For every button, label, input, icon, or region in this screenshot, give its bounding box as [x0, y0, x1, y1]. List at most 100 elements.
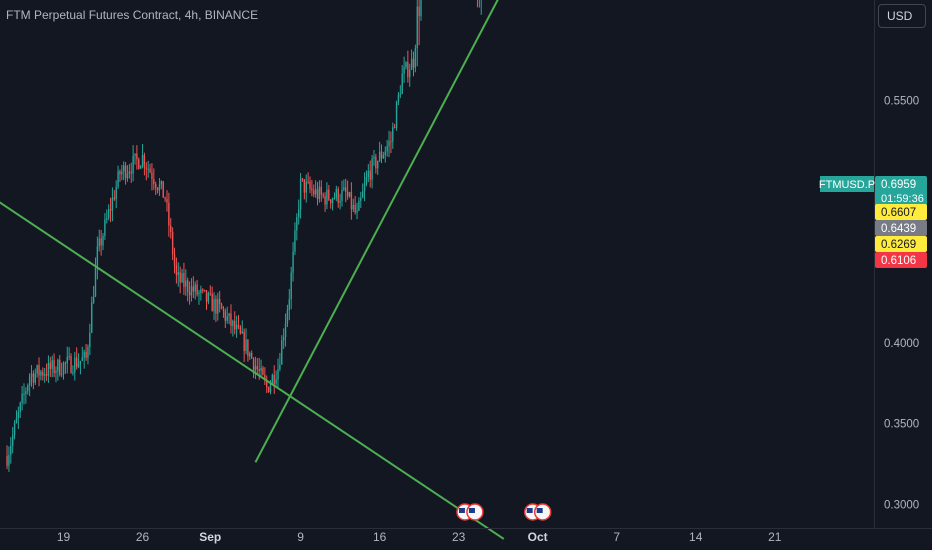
candle-body [19, 402, 21, 413]
candle-body [200, 289, 202, 293]
event-flag-icon[interactable] [523, 503, 552, 521]
candle-body [269, 383, 272, 392]
candle-body [282, 337, 285, 341]
candle-body [155, 184, 157, 188]
candle-body [228, 313, 230, 317]
candle-body [292, 251, 294, 273]
candle-body [98, 238, 100, 247]
candle-body [75, 357, 78, 367]
candle-body [62, 362, 65, 375]
candle-body [222, 308, 225, 312]
candle-body [281, 340, 283, 365]
candle-body [47, 362, 50, 376]
candle-body [416, 6, 418, 48]
candle-body [241, 331, 243, 334]
candle-body [194, 284, 196, 292]
candle-body [217, 299, 219, 314]
candle-body [326, 189, 328, 205]
candle-body [38, 365, 40, 376]
candle-body [286, 310, 289, 324]
candle-body [141, 155, 144, 167]
candle-body [202, 289, 204, 291]
x-tick-label: Sep [199, 530, 221, 544]
candle-body [279, 364, 281, 370]
candle-body [301, 178, 304, 180]
candle-body [113, 197, 116, 200]
candle-body [232, 320, 234, 326]
candle-body [380, 151, 383, 159]
candle-body [367, 170, 370, 178]
candle-body [303, 179, 306, 193]
candle-body [218, 299, 221, 304]
candle-body [185, 280, 187, 287]
y-tick-label: 0.3500 [884, 419, 919, 431]
candle-body [139, 166, 142, 169]
candle-body [247, 339, 249, 357]
candle-body [264, 374, 266, 380]
y-tick-label: 0.5500 [884, 96, 919, 108]
candle-body [409, 69, 411, 78]
candle-body [109, 209, 112, 211]
candle-body [87, 346, 89, 358]
candle-body [102, 235, 104, 246]
candle-body [397, 94, 400, 102]
candle-body [64, 362, 67, 364]
candle-body [392, 127, 394, 142]
candle-body [378, 151, 381, 162]
candle-body [412, 58, 415, 68]
candle-body [111, 197, 114, 211]
currency-button[interactable]: USD [878, 4, 926, 28]
candle-body [83, 351, 85, 358]
event-flag-icon[interactable] [456, 503, 484, 521]
candle-body [275, 379, 277, 384]
candle-body [94, 267, 97, 297]
x-tick-label: 14 [689, 530, 703, 544]
candle-body [177, 272, 179, 276]
candle-body [164, 197, 166, 200]
candle-body [243, 331, 245, 352]
candle-body [104, 219, 106, 236]
candle-body [371, 158, 373, 180]
candle-body [85, 351, 87, 358]
countdown-timer: 01:59:36 [881, 193, 924, 205]
candle-body [151, 172, 153, 180]
candle-body [271, 374, 274, 384]
candle-body [403, 67, 405, 74]
candle-body [360, 197, 362, 201]
candle-body [79, 360, 82, 364]
candle-body [143, 155, 146, 168]
candle-body [249, 353, 251, 357]
candle-body [119, 171, 121, 175]
candle-body [322, 194, 324, 197]
candle-body [121, 171, 123, 175]
candle-body [132, 155, 134, 174]
candle-body [6, 456, 8, 466]
candle-body [60, 374, 63, 376]
candle-body [258, 369, 260, 371]
candle-body [51, 360, 53, 369]
symbol-title: FTM Perpetual Futures Contract, 4h, BINA… [6, 8, 259, 22]
candle-body [11, 434, 14, 446]
candle-body [158, 184, 161, 191]
candle-body [43, 374, 46, 376]
candle-body [313, 190, 315, 195]
candle-body [209, 293, 211, 295]
candle-body [395, 101, 398, 129]
candle-body [45, 374, 48, 376]
candle-body [420, 0, 422, 17]
candle-body [117, 171, 119, 187]
candle-body [32, 373, 35, 383]
candle-body [55, 370, 57, 374]
candle-body [294, 230, 296, 252]
candle-body [49, 362, 52, 369]
candle-body [68, 356, 70, 358]
x-tick-label: 23 [452, 530, 466, 544]
y-tick-label: 0.3000 [884, 500, 919, 512]
x-tick-label: 7 [613, 530, 620, 544]
candle-body [100, 238, 102, 246]
candle-body [138, 159, 140, 169]
candle-body [170, 225, 172, 233]
candle-body [235, 325, 238, 330]
